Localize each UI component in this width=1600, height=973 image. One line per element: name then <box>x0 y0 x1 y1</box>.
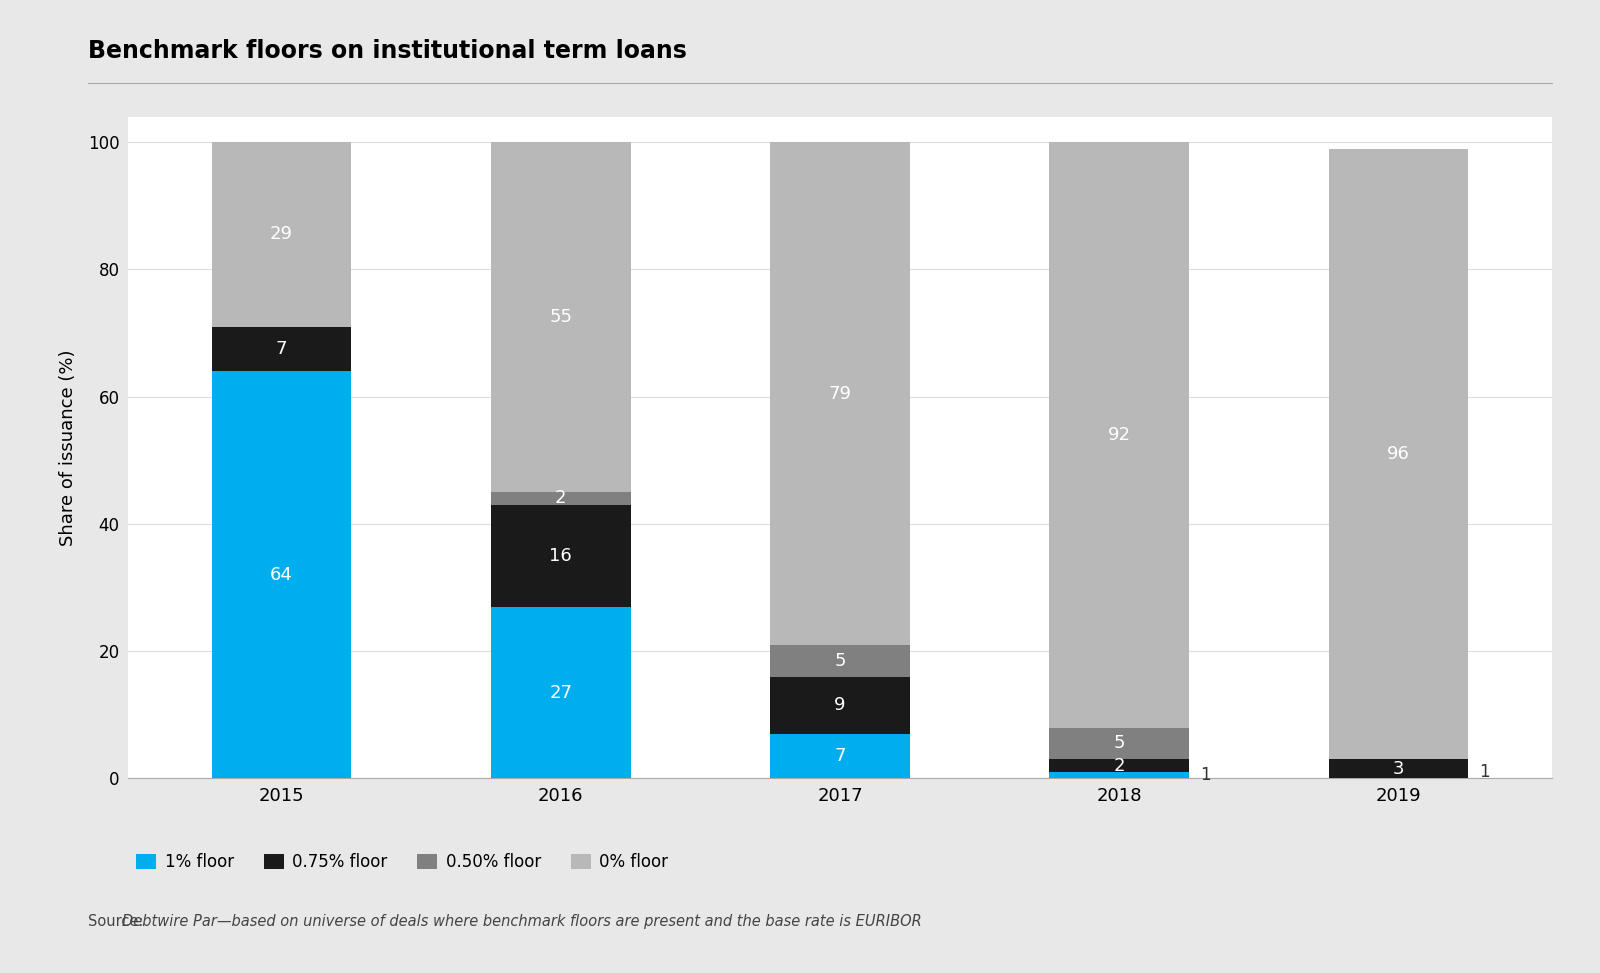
Text: 2: 2 <box>555 489 566 508</box>
Bar <box>770 734 910 778</box>
Text: 16: 16 <box>549 547 573 564</box>
Bar <box>1328 149 1469 759</box>
Bar <box>211 372 352 778</box>
Text: 9: 9 <box>834 697 846 714</box>
Legend: 1% floor, 0.75% floor, 0.50% floor, 0% floor: 1% floor, 0.75% floor, 0.50% floor, 0% f… <box>136 853 669 871</box>
Bar <box>1050 142 1189 728</box>
Bar <box>1050 728 1189 759</box>
Text: 7: 7 <box>834 747 846 765</box>
Bar <box>1328 759 1469 778</box>
Bar <box>770 676 910 734</box>
Bar <box>770 645 910 676</box>
Text: 79: 79 <box>829 384 851 403</box>
Text: 27: 27 <box>549 683 573 702</box>
Text: 64: 64 <box>270 566 293 584</box>
Text: 96: 96 <box>1387 445 1410 463</box>
Text: 29: 29 <box>270 226 293 243</box>
Text: 55: 55 <box>549 308 573 326</box>
Text: 2: 2 <box>1114 757 1125 775</box>
Text: 92: 92 <box>1107 426 1131 444</box>
Text: Debtwire Par—based on universe of deals where benchmark floors are present and t: Debtwire Par—based on universe of deals … <box>122 915 922 929</box>
Bar <box>491 505 630 606</box>
Text: Benchmark floors on institutional term loans: Benchmark floors on institutional term l… <box>88 39 686 63</box>
Y-axis label: Share of issuance (%): Share of issuance (%) <box>59 349 77 546</box>
Bar <box>211 327 352 372</box>
Text: 7: 7 <box>275 340 288 358</box>
Bar <box>770 142 910 645</box>
Text: 1: 1 <box>1480 763 1490 781</box>
Bar <box>491 492 630 505</box>
Text: 5: 5 <box>1114 735 1125 752</box>
Text: 5: 5 <box>834 652 846 669</box>
Text: Source:: Source: <box>88 915 147 929</box>
Text: 3: 3 <box>1392 760 1405 777</box>
Bar <box>491 606 630 778</box>
Bar <box>211 142 352 327</box>
Bar <box>491 142 630 492</box>
Text: 1: 1 <box>1200 766 1211 784</box>
Bar <box>1050 772 1189 778</box>
Bar <box>1050 759 1189 772</box>
